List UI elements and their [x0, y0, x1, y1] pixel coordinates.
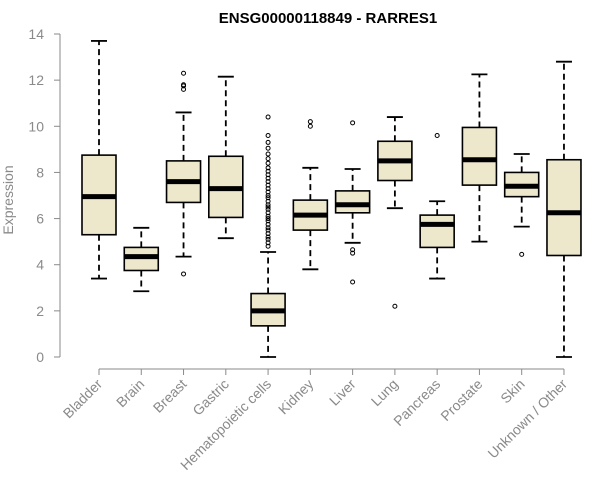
plot-area — [81, 40, 582, 358]
outlier-point — [265, 139, 271, 145]
outlier-point — [265, 243, 271, 249]
iqr-box — [461, 126, 498, 186]
y-tick-label: 10 — [28, 118, 44, 134]
box-group — [208, 75, 244, 240]
y-tick-label: 4 — [36, 257, 44, 273]
y-tick-label: 8 — [36, 164, 44, 180]
outlier-point — [265, 202, 271, 208]
outlier-point — [350, 279, 356, 285]
y-axis: 0 2 4 6 8 10 12 14 — [28, 26, 61, 365]
outlier-point — [265, 225, 271, 231]
outlier-point — [265, 175, 271, 181]
x-tick-label: Breast — [150, 376, 190, 416]
outlier-point — [265, 165, 271, 171]
chart-title: ENSG00000118849 - RARRES1 — [219, 10, 437, 27]
outlier-point — [265, 186, 271, 192]
outlier-point — [265, 156, 271, 162]
outlier-point — [265, 168, 271, 174]
x-tick-label: Pancreas — [390, 376, 443, 429]
x-tick-label: Skin — [497, 376, 528, 407]
outlier-point — [265, 151, 271, 157]
outlier-point — [265, 179, 271, 185]
x-tick-label: Bladder — [60, 376, 106, 422]
outlier-point — [265, 133, 271, 139]
outlier-point — [265, 221, 271, 227]
outlier-point — [265, 227, 271, 233]
y-tick-label: 0 — [36, 349, 44, 365]
outlier-point — [434, 133, 440, 139]
outlier-point — [392, 303, 398, 309]
box-group — [250, 114, 286, 358]
outlier-point — [265, 195, 271, 201]
outlier-point — [265, 213, 271, 219]
x-tick-label: Prostate — [437, 376, 485, 424]
outlier-point — [181, 86, 187, 92]
outlier-point — [265, 234, 271, 240]
outlier-point — [265, 210, 271, 216]
box-group — [546, 60, 582, 358]
outlier-point — [350, 120, 356, 126]
outlier-point — [265, 189, 271, 195]
y-tick-label: 6 — [36, 211, 44, 227]
box-group — [165, 70, 202, 277]
box-group — [461, 73, 498, 243]
iqr-box — [546, 158, 582, 257]
outlier-point — [265, 218, 271, 224]
box-group — [123, 226, 160, 293]
outlier-point — [265, 206, 271, 212]
outlier-point — [181, 271, 187, 277]
outlier-point — [265, 236, 271, 242]
box-group — [81, 40, 117, 280]
outlier-point — [350, 250, 356, 256]
x-tick-label: Kidney — [275, 376, 317, 418]
x-tick-label: Brain — [113, 376, 147, 410]
box-group — [503, 153, 540, 257]
outlier-point — [181, 70, 187, 76]
iqr-box — [419, 214, 455, 249]
outlier-point — [265, 204, 271, 210]
y-tick-label: 2 — [36, 303, 44, 319]
outlier-point — [181, 82, 187, 88]
outlier-point — [265, 114, 271, 120]
outlier-point — [519, 251, 525, 257]
outlier-point — [265, 240, 271, 246]
x-tick-label: Unknown / Other — [484, 376, 570, 462]
outlier-point — [265, 216, 271, 222]
outlier-point — [350, 247, 356, 253]
x-tick-label: Lung — [368, 376, 401, 409]
iqr-box — [334, 190, 371, 214]
outlier-point — [265, 193, 271, 198]
outlier-point — [307, 123, 313, 129]
outlier-point — [307, 119, 313, 125]
box-group — [334, 120, 371, 285]
box-group — [292, 119, 329, 271]
outlier-point — [265, 231, 271, 237]
box-group — [377, 116, 413, 309]
x-tick-label: Liver — [326, 376, 359, 409]
y-tick-label: 12 — [28, 72, 44, 88]
outlier-point — [265, 198, 271, 204]
box-group — [419, 133, 455, 280]
y-axis-title: Expression — [0, 165, 16, 234]
outlier-point — [265, 160, 271, 166]
outlier-point — [265, 145, 271, 151]
outlier-point — [265, 182, 271, 188]
y-tick-label: 14 — [28, 26, 44, 42]
outlier-point — [265, 172, 271, 178]
